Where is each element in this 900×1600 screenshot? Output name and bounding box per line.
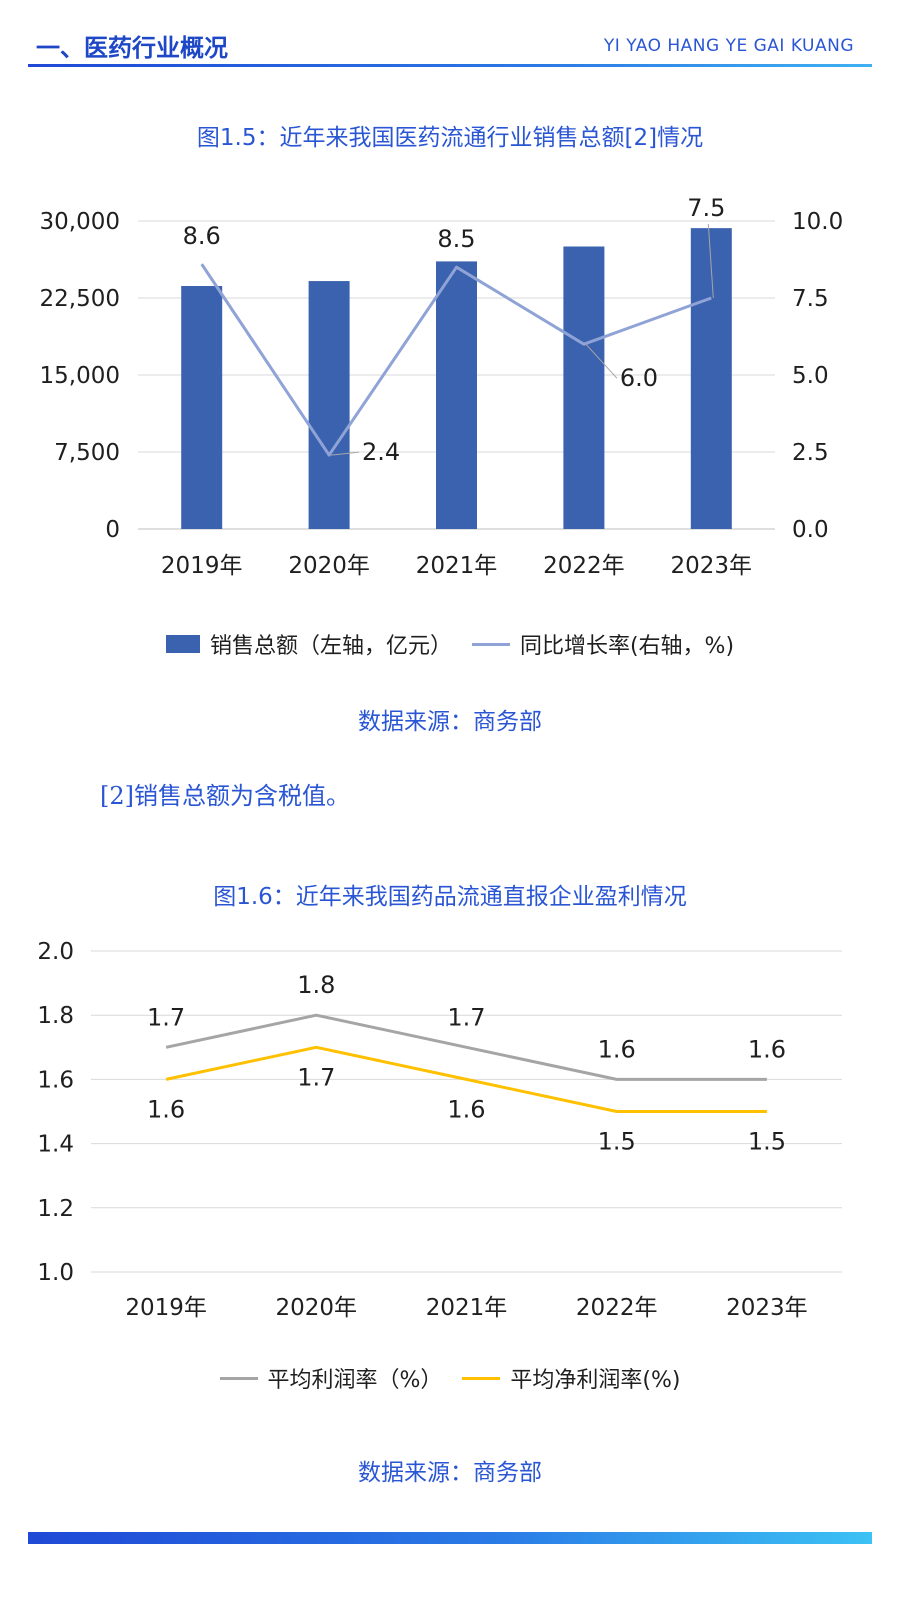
profit-rate-line [165, 1013, 767, 1081]
growth-rate-data-label: 8.6 [183, 222, 221, 250]
net-profit-rate-data-label: 1.5 [748, 1128, 786, 1156]
x-axis-tick-label: 2022年 [576, 1295, 658, 1321]
x-axis-tick-label: 2023年 [726, 1295, 808, 1321]
left-axis-tick-label: 30,000 [40, 209, 120, 235]
figure2-source: 数据来源：商务部 [358, 1460, 542, 1486]
net-profit-rate-data-label: 1.6 [447, 1095, 485, 1123]
section-title: 一、医药行业概况 [36, 34, 228, 62]
x-axis-tick-label: 2019年 [125, 1295, 207, 1321]
legend-item-net-profit: 平均净利润率(%) [462, 1362, 680, 1394]
right-axis-tick-label: 2.5 [792, 440, 829, 466]
growth-rate-line [200, 263, 712, 457]
legend-swatch-bar [165, 635, 200, 653]
right-axis-tick-label: 5.0 [792, 363, 829, 389]
legend-swatch-net-profit [462, 1376, 501, 1380]
profit-rate-data-label: 1.6 [748, 1035, 786, 1063]
y-axis-tick-label: 1.4 [37, 1132, 74, 1158]
y-axis-tick-label: 2.0 [37, 939, 74, 965]
left-axis-tick-label: 7,500 [54, 440, 120, 466]
net-profit-rate-data-label: 1.6 [147, 1095, 185, 1123]
footer-bar [28, 1532, 872, 1544]
sales-bar [563, 246, 605, 529]
legend-swatch-profit [219, 1376, 258, 1380]
legend-label-growth: 同比增长率(右轴，%) [519, 634, 735, 659]
profit-rate-data-label: 1.6 [598, 1035, 636, 1063]
profit-chart: 1.0 1.2 1.4 1.6 1.8 2.0 2019年 2020年 2021年 2022年 20… [37, 939, 842, 1321]
growth-rate-data-label: 7.5 [687, 194, 725, 222]
figure2-legend: 平均利润率（%） 平均净利润率(%) [0, 1362, 900, 1394]
growth-rate-data-label: 6.0 [620, 364, 658, 392]
legend-item-profit: 平均利润率（%） [219, 1362, 443, 1394]
sales-bar [308, 281, 350, 529]
section-pinyin: YI YAO HANG YE GAI KUANG [603, 36, 854, 56]
growth-rate-data-label: 8.5 [437, 225, 475, 253]
x-axis-tick-label: 2020年 [288, 553, 370, 579]
profit-rate-data-label: 1.7 [147, 1003, 185, 1031]
net-profit-rate-data-label: 1.5 [598, 1128, 636, 1156]
legend-item-growth: 同比增长率(右轴，%) [471, 628, 735, 660]
x-axis-tick-label: 2023年 [671, 553, 753, 579]
header-divider [28, 64, 872, 67]
x-axis-tick-label: 2022年 [543, 553, 625, 579]
legend-item-sales: 销售总额（左轴，亿元） [165, 628, 452, 660]
sales-bar [436, 261, 477, 529]
legend-label-sales: 销售总额（左轴，亿元） [209, 634, 452, 659]
right-axis-tick-label: 7.5 [792, 286, 829, 312]
left-axis-tick-label: 22,500 [40, 286, 120, 312]
page-header: 一、医药行业概况 YI YAO HANG YE GAI KUANG [28, 24, 872, 68]
x-axis-tick-label: 2021年 [416, 553, 498, 579]
figure1-legend: 销售总额（左轴，亿元） 同比增长率(右轴，%) [0, 628, 900, 660]
data-label-leader [585, 343, 618, 379]
net-profit-rate-line [165, 1045, 767, 1113]
legend-label-profit: 平均利润率（%） [267, 1368, 443, 1393]
figure2-title: 图1.6：近年来我国药品流通直报企业盈利情况 [213, 884, 687, 910]
growth-rate-data-label: 2.4 [362, 438, 400, 466]
left-axis-tick-label: 15,000 [40, 363, 120, 389]
legend-label-net-profit: 平均净利润率(%) [510, 1368, 681, 1393]
y-axis-tick-label: 1.8 [37, 1003, 74, 1029]
right-axis-tick-label: 10.0 [792, 209, 843, 235]
figure1-source: 数据来源：商务部 [358, 709, 542, 735]
x-axis-tick-label: 2021年 [426, 1295, 508, 1321]
data-label-leader [707, 223, 714, 299]
x-axis-tick-label: 2020年 [276, 1295, 358, 1321]
y-axis-tick-label: 1.2 [37, 1196, 74, 1222]
footnote: [2]销售总额为含税值。 [100, 782, 350, 810]
x-axis-tick-label: 2019年 [161, 553, 243, 579]
net-profit-rate-data-label: 1.7 [297, 1063, 335, 1091]
figure1-title: 图1.5：近年来我国医药流通行业销售总额[2]情况 [196, 125, 704, 151]
y-axis-tick-label: 1.0 [37, 1260, 74, 1286]
right-axis-tick-label: 0.0 [792, 517, 829, 543]
sales-chart: 0 7,500 15,000 22,500 30,000 0.0 2.5 5.0 7.5 10.0… [40, 194, 844, 579]
sales-bar [690, 228, 732, 529]
sales-bar [181, 286, 223, 529]
profit-rate-data-label: 1.7 [447, 1003, 485, 1031]
left-axis-tick-label: 0 [105, 517, 120, 543]
data-label-leader [331, 451, 360, 456]
profit-rate-data-label: 1.8 [297, 971, 335, 999]
y-axis-tick-label: 1.6 [37, 1067, 74, 1093]
legend-swatch-line [471, 642, 510, 646]
